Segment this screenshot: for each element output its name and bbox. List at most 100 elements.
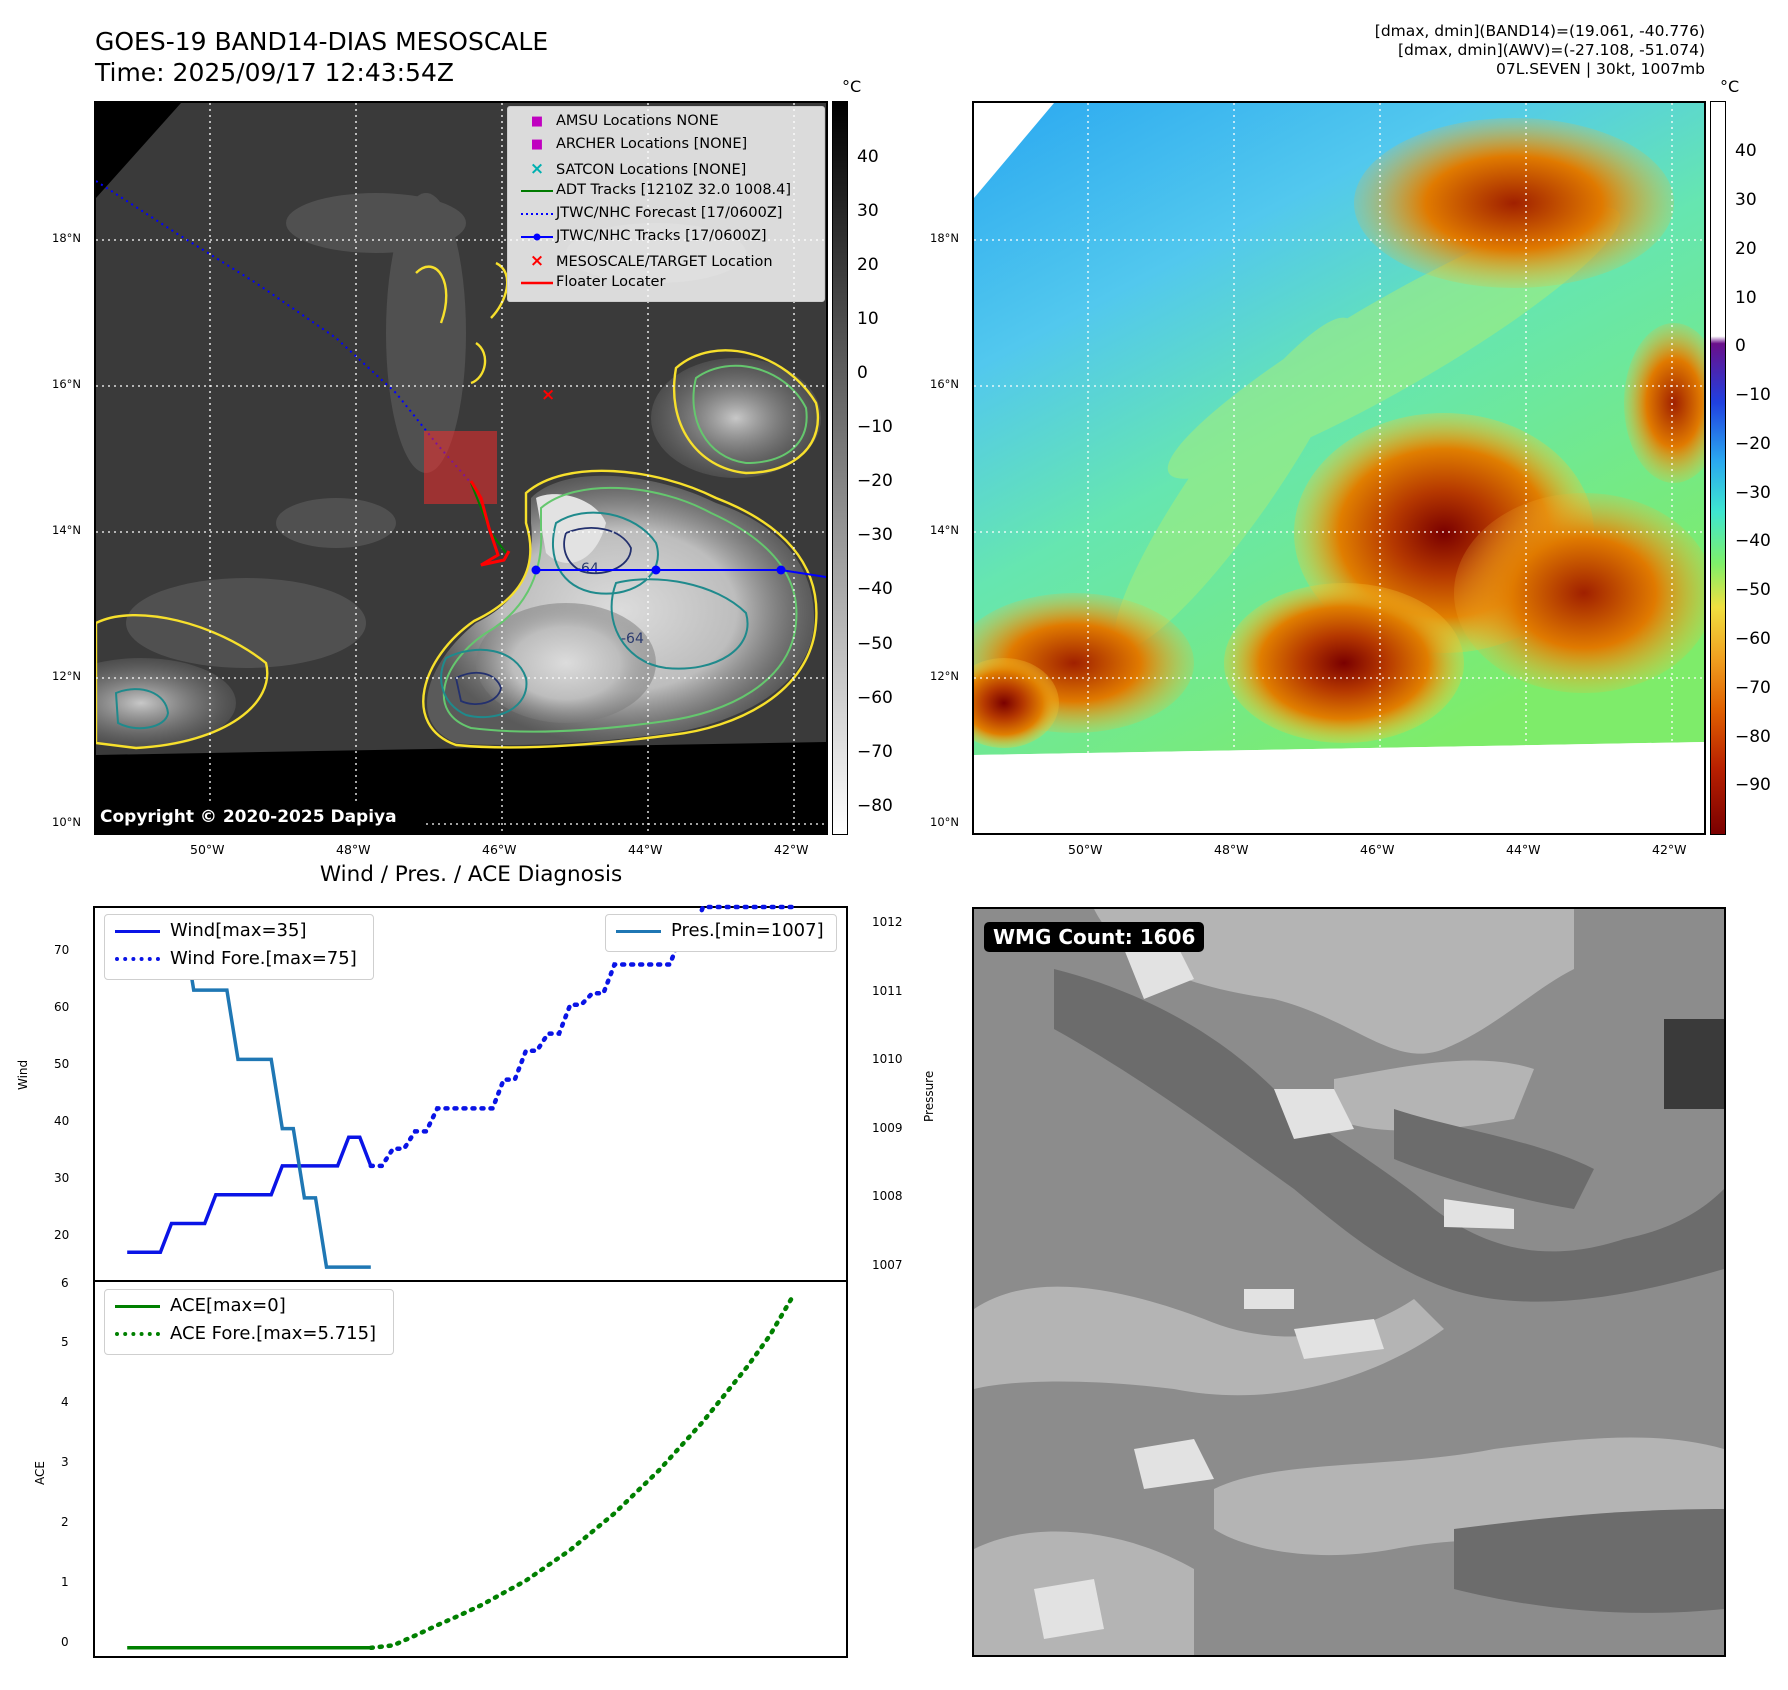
figure-title: GOES-19 BAND14-DIAS MESOSCALE: [95, 27, 549, 56]
wind-line: [127, 1135, 373, 1254]
square-icon: ■: [530, 114, 544, 129]
lon-label: 46°W: [1360, 842, 1395, 857]
band14-range-text: [dmax, dmin](BAND14)=(19.061, -40.776): [1374, 22, 1705, 40]
line-icon: [518, 183, 556, 198]
legend-item: × SATCON Locations [NONE]: [518, 159, 746, 179]
colorbar-tick: 10: [1735, 288, 1757, 308]
wind-tick: 60: [54, 1000, 70, 1014]
legend-item: ■ ARCHER Locations [NONE]: [518, 136, 747, 152]
colorbar-tick: −80: [857, 796, 893, 816]
legend-item: ■ AMSU Locations NONE: [518, 113, 719, 129]
square-icon: ■: [530, 137, 544, 152]
storm-info-text: 07L.SEVEN | 30kt, 1007mb: [1495, 60, 1705, 78]
pressure-tick: 1007: [872, 1258, 903, 1272]
colorbar-tick: −30: [1735, 483, 1771, 503]
line-dot-icon: [518, 229, 556, 244]
lon-label: 46°W: [482, 842, 517, 857]
awv-image: [974, 103, 1704, 833]
ace-forecast-line: [368, 1296, 794, 1651]
diagnosis-title: Wind / Pres. / ACE Diagnosis: [319, 862, 623, 887]
colorbar-tick: 0: [857, 363, 868, 383]
target-marker-icon: ×: [541, 385, 555, 405]
ace-legend: ACE[max=0] ACE Fore.[max=5.715]: [104, 1289, 394, 1355]
wind-tick: 20: [54, 1228, 70, 1242]
awv-image-panel: [972, 101, 1706, 835]
lat-label: 18°N: [52, 231, 81, 245]
lon-label: 42°W: [1652, 842, 1687, 857]
lat-label: 18°N: [930, 231, 959, 245]
jtwc-track: [536, 569, 826, 578]
colorbar-tick: 40: [1735, 141, 1757, 161]
copyright-text: Copyright © 2020-2025 Dapiya: [100, 807, 397, 827]
wmg-image: [974, 909, 1724, 1655]
colorbar-tick: −70: [1735, 678, 1771, 698]
legend-item: Pres.[min=1007]: [616, 920, 824, 941]
colorbar-tick: −40: [1735, 531, 1771, 551]
lon-label: 44°W: [628, 842, 663, 857]
lat-label: 10°N: [52, 815, 81, 829]
ace-tick: 2: [61, 1515, 69, 1529]
lon-label: 50°W: [190, 842, 225, 857]
wmg-dark-patch: [1664, 1019, 1724, 1109]
ace-tick: 1: [61, 1575, 69, 1589]
pressure-tick: 1012: [872, 915, 903, 929]
colorbar-tick: −30: [857, 525, 893, 545]
colorbar-tick: 20: [857, 255, 879, 275]
pressure-tick: 1009: [872, 1121, 903, 1135]
colorbar-tick: −60: [1735, 629, 1771, 649]
contour-green: [442, 364, 808, 733]
wind-tick: 40: [54, 1114, 70, 1128]
figure-time: Time: 2025/09/17 12:43:54Z: [95, 58, 454, 87]
floater-locater: [469, 480, 511, 567]
colorbar-tick: −90: [1735, 775, 1771, 795]
colorbar-tick: −40: [857, 579, 893, 599]
colorbar-tick: 30: [857, 201, 879, 221]
contour-label: -64: [621, 631, 644, 647]
lat-label: 16°N: [52, 377, 81, 391]
line-icon: [518, 275, 556, 290]
solid-line-icon: [115, 929, 160, 933]
wmg-image-panel: WMG Count: 1606: [972, 907, 1726, 1657]
legend-item: JTWC/NHC Tracks [17/0600Z]: [518, 228, 767, 244]
lon-label: 44°W: [1506, 842, 1541, 857]
awv-range-text: [dmax, dmin](AWV)=(-27.108, -51.074): [1398, 41, 1705, 59]
dotted-line-icon: [115, 1332, 160, 1336]
lat-label: 16°N: [930, 377, 959, 391]
solid-line-icon: [616, 929, 661, 933]
ace-axis-label: ACE: [33, 1461, 47, 1485]
cross-icon: ×: [529, 251, 545, 271]
solid-line-icon: [115, 1304, 160, 1308]
lat-label: 12°N: [52, 669, 81, 683]
colorbar-tick: −50: [1735, 580, 1771, 600]
map-gridlines: [974, 103, 1704, 833]
wind-legend: Wind[max=35] Wind Fore.[max=75]: [104, 914, 374, 980]
colorbar-tick: −50: [857, 634, 893, 654]
contour-yellow: [96, 261, 819, 750]
dotted-line-icon: [115, 957, 160, 961]
colorbar-tick: 0: [1735, 336, 1746, 356]
ace-tick: 4: [61, 1395, 69, 1409]
wind-tick: 50: [54, 1057, 70, 1071]
lat-label: 14°N: [930, 523, 959, 537]
wind-tick: 70: [54, 943, 70, 957]
awv-colorbar-unit: °C: [1720, 77, 1740, 96]
legend-item: × MESOSCALE/TARGET Location: [518, 251, 773, 271]
awv-colorbar: [1710, 101, 1726, 835]
colorbar-tick: −20: [1735, 434, 1771, 454]
colorbar-tick: −10: [1735, 385, 1771, 405]
legend-item: JTWC/NHC Forecast [17/0600Z]: [518, 205, 782, 221]
lon-label: 50°W: [1068, 842, 1103, 857]
ace-tick: 5: [61, 1335, 69, 1349]
ir-image-panel: -64 -64 × Copyright © 2020-2025 Dapiya ■…: [94, 101, 828, 835]
ir-legend: ■ AMSU Locations NONE ■ ARCHER Locations […: [507, 106, 825, 302]
colorbar-tick: −60: [857, 688, 893, 708]
mesoscale-box: [424, 431, 497, 504]
dotted-line-icon: [518, 206, 556, 221]
ace-tick: 6: [61, 1276, 69, 1290]
pressure-tick: 1008: [872, 1189, 903, 1203]
wmg-white-patches: [1034, 939, 1514, 1639]
ace-tick: 3: [61, 1455, 69, 1469]
pressure-legend: Pres.[min=1007]: [605, 914, 837, 952]
legend-item: Wind Fore.[max=75]: [115, 948, 357, 969]
colorbar-tick: 40: [857, 147, 879, 167]
